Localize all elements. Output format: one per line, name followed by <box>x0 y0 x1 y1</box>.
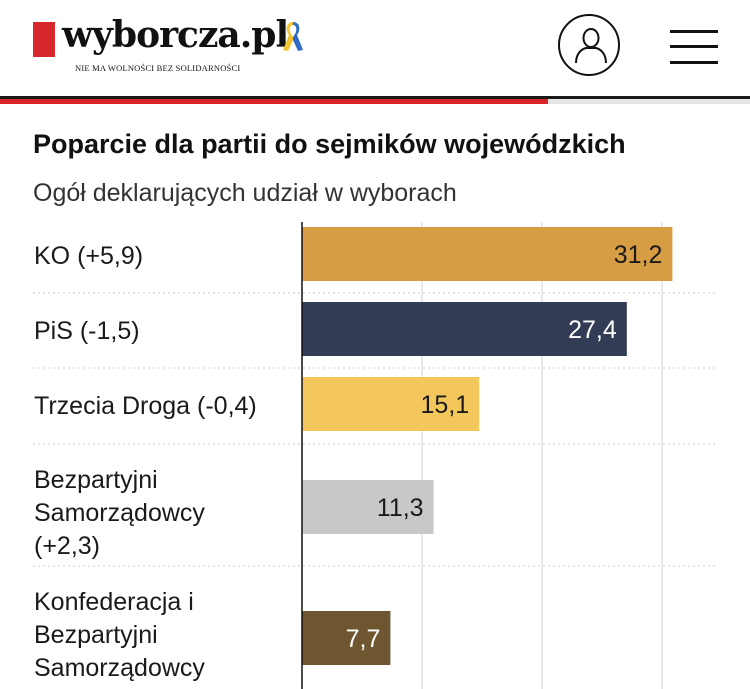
hamburger-menu-icon <box>670 30 718 33</box>
category-label: Samorządowcy <box>34 499 205 527</box>
category-label: Bezpartyjni <box>34 621 158 649</box>
bar-3[interactable] <box>302 377 480 431</box>
header-divider <box>0 96 750 104</box>
category-label: Samorządowcy <box>34 654 205 682</box>
site-logo[interactable]: wyborcza.pl <box>62 14 289 56</box>
bar-value-label: 11,3 <box>377 494 424 522</box>
category-label: (+2,3) <box>34 532 100 560</box>
category-label: Trzecia Droga (-0,4) <box>34 392 257 420</box>
hamburger-menu-button[interactable] <box>670 28 718 66</box>
category-label: PiS (-1,5) <box>34 317 140 345</box>
bar-4[interactable] <box>302 480 434 534</box>
divider-dark <box>0 96 750 99</box>
user-account-button[interactable] <box>558 14 620 76</box>
category-label: Bezpartyjni <box>34 466 158 494</box>
hamburger-line <box>670 45 718 48</box>
divider-gray <box>548 96 750 104</box>
site-header: wyborcza.pl NIE MA WOLNOŚCI BEZ SOLIDARN… <box>0 0 750 96</box>
logo-red-block <box>33 22 55 57</box>
bar-value-label: 15,1 <box>421 391 470 419</box>
bar-value-label: 31,2 <box>614 241 663 269</box>
chart-subtitle: Ogół deklarujących udział w wyborach <box>33 179 457 207</box>
site-tagline: NIE MA WOLNOŚCI BEZ SOLIDARNOŚCI <box>75 63 241 73</box>
chart-title: Poparcie dla partii do sejmików wojewódz… <box>33 129 626 159</box>
bar-5[interactable] <box>302 611 391 665</box>
category-label: Konfederacja i <box>34 588 194 616</box>
category-label: KO (+5,9) <box>34 242 143 270</box>
category-label: (+4,4) <box>34 687 100 689</box>
ukraine-ribbon-icon <box>283 22 303 51</box>
user-icon <box>575 28 607 64</box>
bar-value-label: 7,7 <box>346 625 381 653</box>
bar-2[interactable] <box>302 302 627 356</box>
bar-1[interactable] <box>302 227 673 281</box>
bar-value-label: 27,4 <box>568 316 617 344</box>
hamburger-line <box>670 61 718 64</box>
bar-chart: 31,2 KO (+5,9) 27,4 PiS (-1,5) 15,1 Trzecia D… <box>33 222 716 689</box>
divider-red <box>0 96 548 104</box>
